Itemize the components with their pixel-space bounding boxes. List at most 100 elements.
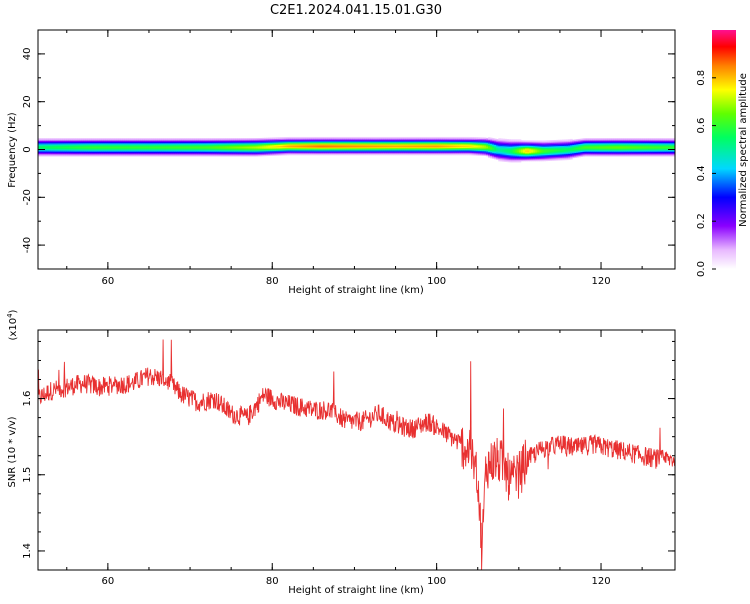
heatmap-cell [183, 141, 187, 144]
heatmap-cell [257, 138, 261, 140]
heatmap-cell [204, 153, 207, 156]
heatmap-cell [668, 141, 672, 144]
heatmap-cell [40, 147, 43, 150]
heatmap-cell [91, 144, 94, 146]
heatmap-cell [670, 139, 674, 141]
heatmap-cell [167, 144, 170, 146]
heatmap-cell [522, 150, 526, 152]
heatmap-cell [531, 144, 534, 146]
heatmap-cell [490, 147, 493, 149]
heatmap-cell [372, 152, 376, 155]
heatmap-cell [188, 138, 191, 140]
heatmap-cell [161, 142, 164, 145]
heatmap-cell [418, 152, 421, 155]
heatmap-cell [198, 139, 201, 141]
heatmap-cell [504, 141, 507, 143]
heatmap-cell [504, 138, 507, 141]
heatmap-cell [227, 150, 230, 152]
heatmap-cell [580, 151, 583, 154]
heatmap-cell [42, 153, 45, 156]
heatmap-cell [547, 151, 551, 153]
heatmap-cell [259, 147, 263, 150]
heatmap-cell [514, 160, 518, 163]
heatmap-cell [555, 154, 559, 156]
heatmap-cell [418, 139, 421, 141]
heatmap-cell [467, 138, 470, 140]
heatmap-cell [247, 151, 251, 153]
heatmap-cell [485, 137, 489, 140]
heatmap-cell [350, 152, 353, 155]
heatmap-cell [660, 147, 664, 150]
heatmap-cell [609, 146, 612, 149]
heatmap-cell [303, 148, 306, 151]
heatmap-cell [235, 141, 238, 144]
heatmap-cell [190, 146, 193, 149]
heatmap-cell [350, 144, 353, 146]
heatmap-cell [105, 148, 109, 151]
heatmap-cell [598, 154, 602, 157]
heatmap-cell [185, 152, 189, 155]
heatmap-cell [652, 138, 655, 140]
heatmap-cell [144, 145, 148, 147]
heatmap-cell [619, 142, 622, 145]
heatmap-cell [475, 143, 479, 145]
heatmap-cell [111, 153, 115, 156]
heatmap-cell [292, 141, 296, 144]
heatmap-cell [105, 141, 109, 144]
heatmap-cell [136, 140, 140, 143]
heatmap-cell [333, 142, 337, 145]
heatmap-cell [525, 142, 528, 145]
heatmap-cell [543, 150, 546, 152]
heatmap-cell [132, 150, 135, 152]
heatmap-cell [672, 154, 675, 157]
heatmap-cell [564, 157, 567, 160]
heatmap-cell [368, 138, 372, 140]
heatmap-cell [89, 146, 92, 149]
heatmap-cell [284, 143, 288, 145]
heatmap-cell [54, 152, 57, 155]
heatmap-cell [323, 151, 327, 153]
heatmap-cell [325, 150, 329, 152]
heatmap-cell [420, 141, 423, 144]
heatmap-cell [605, 154, 608, 157]
heatmap-cell [87, 147, 90, 150]
heatmap-cell [370, 150, 374, 152]
heatmap-cell [208, 142, 211, 145]
heatmap-cell [241, 147, 244, 150]
heatmap-cell [261, 147, 265, 150]
heatmap-cell [611, 152, 614, 155]
heatmap-cell [327, 136, 331, 139]
heatmap-cell [479, 150, 483, 153]
heatmap-cell [81, 145, 84, 147]
heatmap-cell [668, 139, 672, 141]
heatmap-cell [527, 159, 530, 162]
heatmap-cell [155, 144, 158, 146]
heatmap-cell [494, 146, 497, 149]
heatmap-cell [60, 146, 64, 149]
heatmap-cell [510, 151, 514, 153]
heatmap-cell [479, 147, 483, 149]
heatmap-cell [44, 154, 47, 157]
heatmap-cell [627, 152, 631, 155]
heatmap-cell [481, 147, 485, 149]
heatmap-cell [543, 147, 546, 150]
snr-multiplier-close: ) [8, 309, 19, 313]
heatmap-cell [38, 142, 41, 145]
heatmap-cell [315, 142, 318, 145]
heatmap-cell [83, 138, 86, 140]
heatmap-cell [66, 148, 70, 151]
heatmap-cell [407, 152, 411, 155]
heatmap-cell [311, 142, 314, 145]
heatmap-cell [280, 147, 283, 150]
heatmap-cell [483, 150, 487, 153]
heatmap-cell [222, 148, 226, 151]
heatmap-cell [557, 149, 561, 151]
heatmap-cell [114, 147, 117, 150]
heatmap-cell [488, 146, 491, 149]
heatmap-cell [520, 147, 524, 150]
heatmap-cell [286, 138, 290, 140]
heatmap-cell [58, 151, 61, 153]
heatmap-cell [451, 147, 454, 150]
heatmap-cell [629, 147, 633, 150]
heatmap-cell [188, 150, 191, 152]
